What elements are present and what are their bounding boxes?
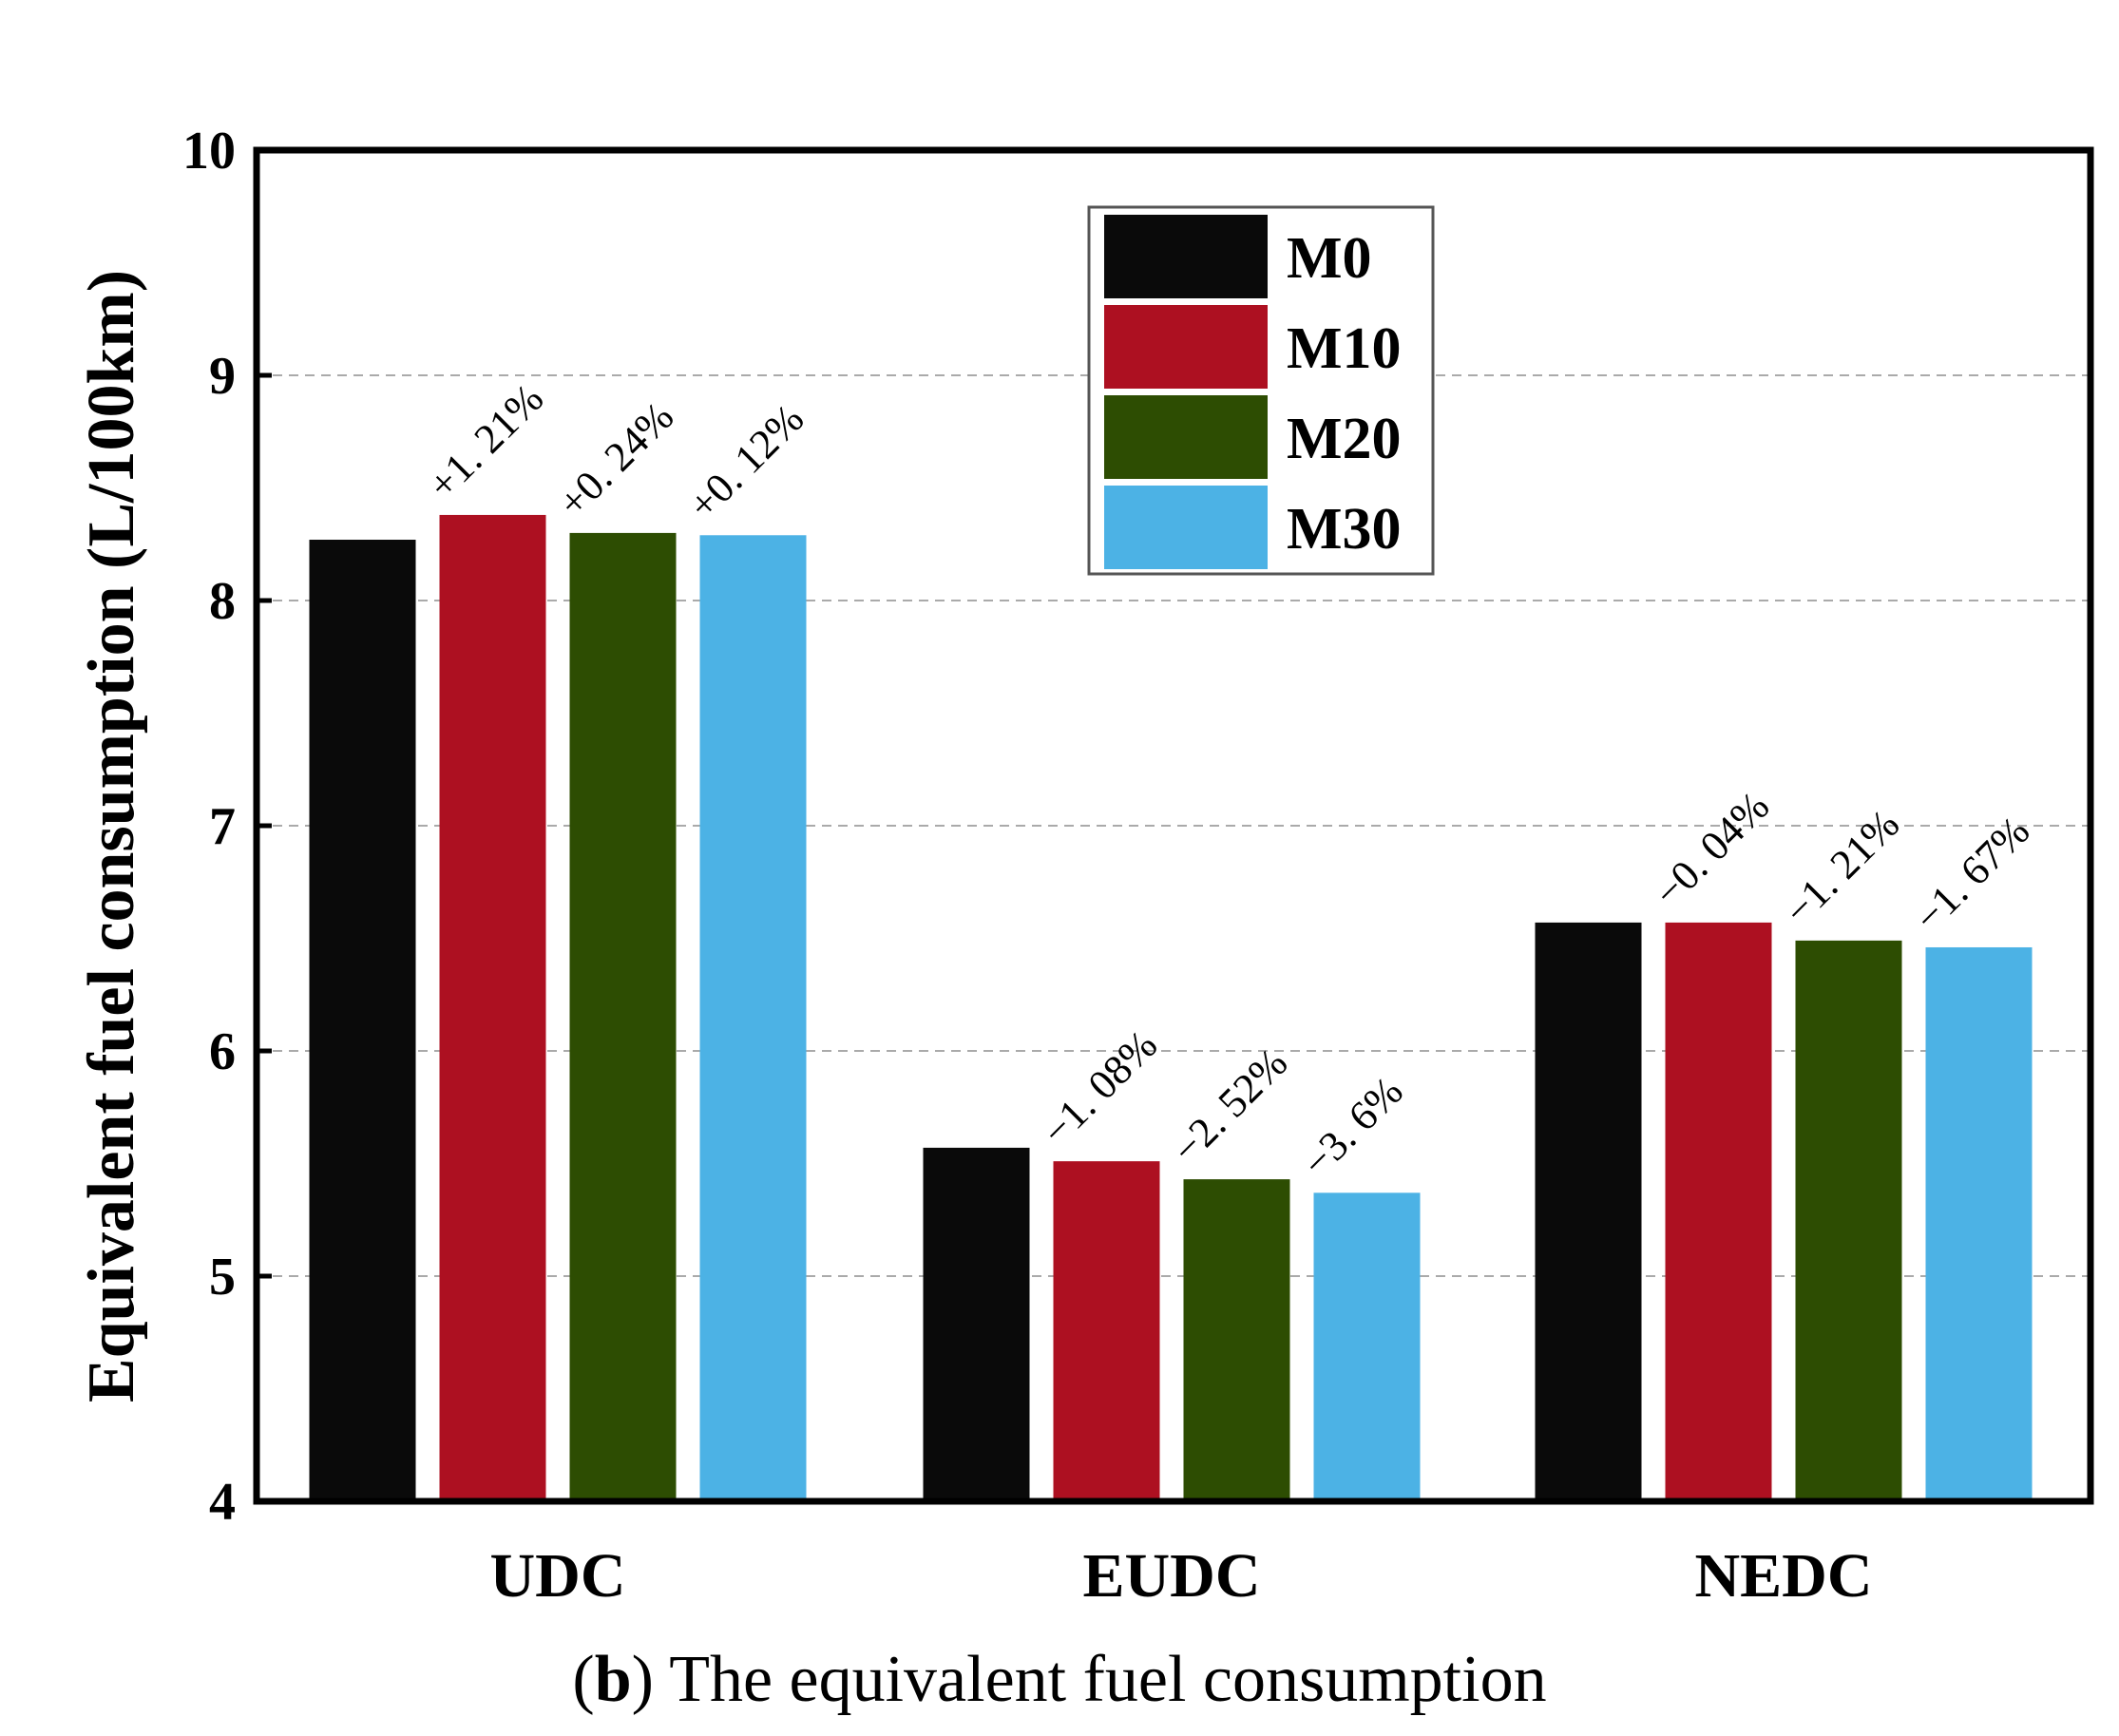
legend-swatch-m10 — [1104, 305, 1268, 389]
caption-letter: b — [595, 1643, 632, 1716]
y-tick-label: 5 — [209, 1248, 236, 1307]
bar-m10-eudc — [1053, 1161, 1160, 1501]
bar-m20-nedc — [1795, 940, 1902, 1501]
y-tick-label: 4 — [209, 1473, 236, 1532]
bar-m30-udc — [699, 535, 807, 1501]
bar-m0-eudc — [923, 1147, 1030, 1501]
legend-label-m20: M20 — [1287, 407, 1402, 471]
figure-caption: (b) The equivalent fuel consumption — [572, 1643, 1546, 1716]
x-category-label: NEDC — [1694, 1541, 1872, 1611]
legend-label-m0: M0 — [1287, 226, 1372, 291]
bar-m20-udc — [569, 532, 677, 1501]
bar-m30-nedc — [1925, 946, 2033, 1501]
bar-m0-udc — [309, 540, 416, 1501]
y-axis-title: Equivalent fuel consumption (L/100km) — [75, 270, 148, 1402]
bar-annotation: −1. 21% — [1775, 801, 1908, 934]
bar-m10-udc — [439, 514, 546, 1502]
x-category-label: UDC — [490, 1541, 626, 1611]
y-tick-label: 7 — [209, 797, 236, 856]
bar-annotation: +1. 21% — [419, 375, 552, 508]
bar-m20-eudc — [1183, 1179, 1290, 1501]
y-tick-label: 10 — [182, 122, 236, 181]
bar-m10-nedc — [1665, 922, 1772, 1501]
legend-swatch-m0 — [1104, 215, 1268, 298]
y-tick-label: 6 — [209, 1022, 236, 1081]
bar-annotation: −2. 52% — [1163, 1040, 1296, 1173]
y-tick-label: 8 — [209, 572, 236, 631]
bar-annotation: −3. 6% — [1293, 1068, 1412, 1187]
legend-swatch-m20 — [1104, 395, 1268, 479]
bar-m0-nedc — [1535, 922, 1642, 1501]
legend-swatch-m30 — [1104, 486, 1268, 569]
legend-label-m10: M10 — [1287, 316, 1402, 381]
caption-text: The equivalent fuel consumption — [654, 1643, 1547, 1716]
y-axis-ticks: 4 5 6 7 8 9 10 — [182, 122, 272, 1532]
bar-annotation: −0. 04% — [1645, 783, 1778, 916]
bar-annotation: +0. 24% — [549, 393, 682, 526]
x-axis-categories: UDC EUDC NEDC — [490, 1541, 1873, 1611]
bar-annotation: −1. 67% — [1905, 808, 2038, 941]
bar-m30-eudc — [1313, 1192, 1421, 1501]
bar-annotation: −1. 08% — [1033, 1021, 1166, 1154]
bar-annotation: +0. 12% — [679, 395, 812, 528]
y-tick-label: 9 — [209, 347, 236, 406]
bars — [309, 514, 2033, 1502]
x-category-label: EUDC — [1082, 1541, 1260, 1611]
legend: M0 M10 M20 M30 — [1087, 205, 1435, 576]
legend-label-m30: M30 — [1287, 497, 1402, 562]
